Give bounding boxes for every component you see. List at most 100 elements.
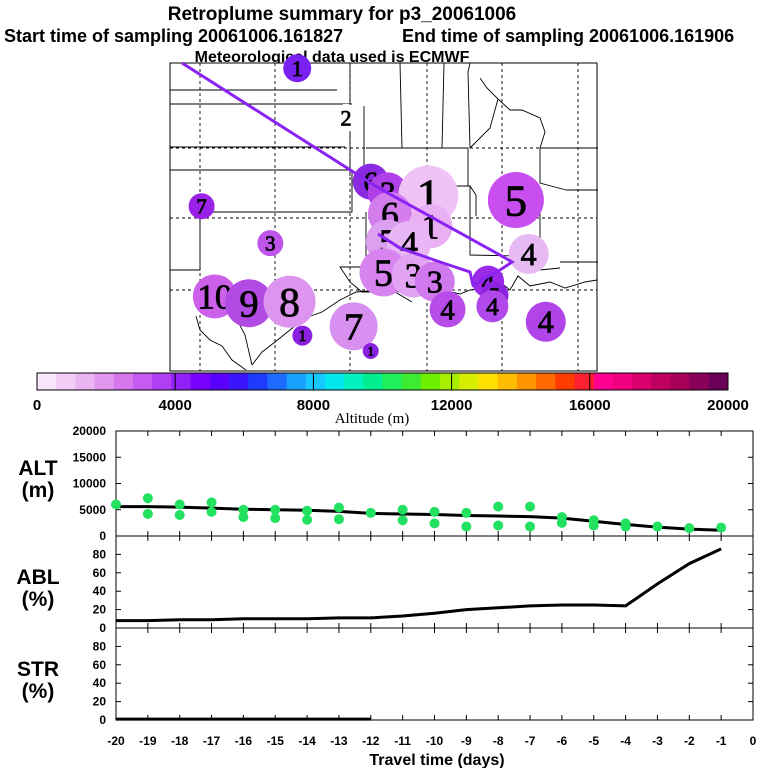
x-axis-title: Travel time (days) [369,752,504,768]
series-line [116,505,722,532]
y-tick-label: 80 [93,639,107,653]
altitude-cluster-point [525,501,536,512]
colorbar-tick-label: 0 [33,397,41,414]
x-tick-label: -17 [203,734,221,748]
cluster-bubble: 3 [257,230,284,257]
panel-abl: 0 20 40 60 80 ABL(%) [16,535,754,635]
x-tick-label: -12 [362,734,380,748]
colorbar-swatch [420,373,441,390]
altitude-cluster-point [206,497,217,508]
y-tick-label: 20 [93,695,107,709]
colorbar-swatch [209,373,230,390]
x-tick-label: -18 [171,734,189,748]
altitude-cluster-point [174,499,185,510]
altitude-cluster-point [525,521,536,532]
cluster-bubble: 8 [263,275,316,328]
altitude-cluster-point [142,508,153,519]
altitude-cluster-point [238,504,249,515]
time-series-panels: 05000100001500020000ALT(m)020406080ABL(%… [16,424,756,768]
cluster-bubbles: 1263157613544533451098444711 [188,54,566,359]
altitude-cluster-point [493,520,504,531]
cluster-bubble: 1 [362,342,379,359]
panel-ylabel-name: STR [17,658,59,681]
colorbar-swatch [228,373,249,390]
cluster-bubble: 5 [487,172,544,229]
x-tick-label: -10 [426,734,444,748]
colorbar-swatch [324,373,345,390]
cluster-circle [429,291,466,328]
cluster-circle [188,193,215,220]
altitude-cluster-point [302,514,313,525]
panel-ylabel-unit: (%) [22,588,55,611]
cluster-circle [525,301,566,342]
colorbar-tick-label: 12000 [431,397,473,414]
colorbar-swatch [670,373,691,390]
map-panel: 1263157613544533451098444711 [169,54,598,372]
altitude-cluster-point [588,520,599,531]
cluster-bubble: 9 [224,279,273,328]
altitude-cluster-point [397,515,408,526]
y-tick-label: 20000 [73,424,107,438]
cluster-bubble: 4 [525,301,566,342]
altitude-cluster-point [333,502,344,513]
cluster-label: 3 [265,232,275,255]
colorbar-swatch [440,373,460,390]
colorbar-swatch [305,373,326,390]
panel-frame [115,627,754,721]
panel-ylabel-unit: (%) [22,680,55,703]
colorbar-swatch [190,373,211,390]
panel-ylabel-unit: (m) [22,479,55,502]
colorbar-tick-label: 8000 [297,397,330,414]
figure-title: Retroplume summary for p3_20061006 [168,4,517,25]
cluster-circle [508,233,549,274]
cluster-bubble: 7 [188,193,215,220]
colorbar-swatch [689,373,710,390]
y-tick-label: 0 [99,529,106,543]
y-tick-label: 20 [93,603,107,617]
cluster-circle [224,279,273,328]
cluster-bubble: 4 [476,290,509,323]
retroplume-track [181,61,515,288]
altitude-cluster-point [716,522,727,533]
y-tick-label: 5000 [79,503,106,517]
altitude-cluster-point [397,504,408,515]
cluster-bubble: 2 [331,103,360,132]
colorbar-swatch [152,373,172,390]
y-tick-label: 60 [93,566,107,580]
colorbar-swatch [632,373,652,390]
cluster-bubble: 7 [329,302,378,351]
x-tick-label: -4 [620,734,631,748]
colorbar-swatch [132,373,153,390]
colorbar-axis-label: Altitude (m) [335,411,410,427]
x-tick-label: -3 [652,734,663,748]
altitude-cluster-point [556,517,567,528]
x-tick-label: -15 [267,734,285,748]
cluster-circle [331,103,360,132]
colorbar-swatch [651,373,671,390]
x-tick-label: -6 [557,734,568,748]
colorbar-swatch [555,373,575,390]
cluster-label: 1 [292,56,303,81]
altitude-colorbar: 0 4000 8000 12000 16000 20000 [33,372,749,414]
colorbar-swatch [171,373,192,390]
panel-ylabel-name: ABL [16,566,59,589]
end-time-label: End time of sampling 20061006.161906 [402,26,734,46]
altitude-cluster-point [493,501,504,512]
altitude-cluster-point [270,504,281,515]
cluster-label: 7 [196,195,206,218]
colorbar-swatch [382,373,403,390]
colorbar-tick-label: 20000 [707,397,749,414]
cluster-label: 4 [486,292,499,321]
panel-alt: 0 5000 10000 15000 20000 ALT(m) [18,424,754,543]
y-tick-label: 15000 [73,450,107,464]
altitude-cluster-point [111,499,121,510]
altitude-cluster-point [174,510,185,520]
colorbar-swatch [94,373,115,390]
cluster-circle [292,325,313,346]
cluster-bubble: 4 [508,233,549,274]
colorbar-swatch [363,373,383,390]
altitude-cluster-point [365,507,376,518]
y-tick-label: 0 [99,713,106,727]
